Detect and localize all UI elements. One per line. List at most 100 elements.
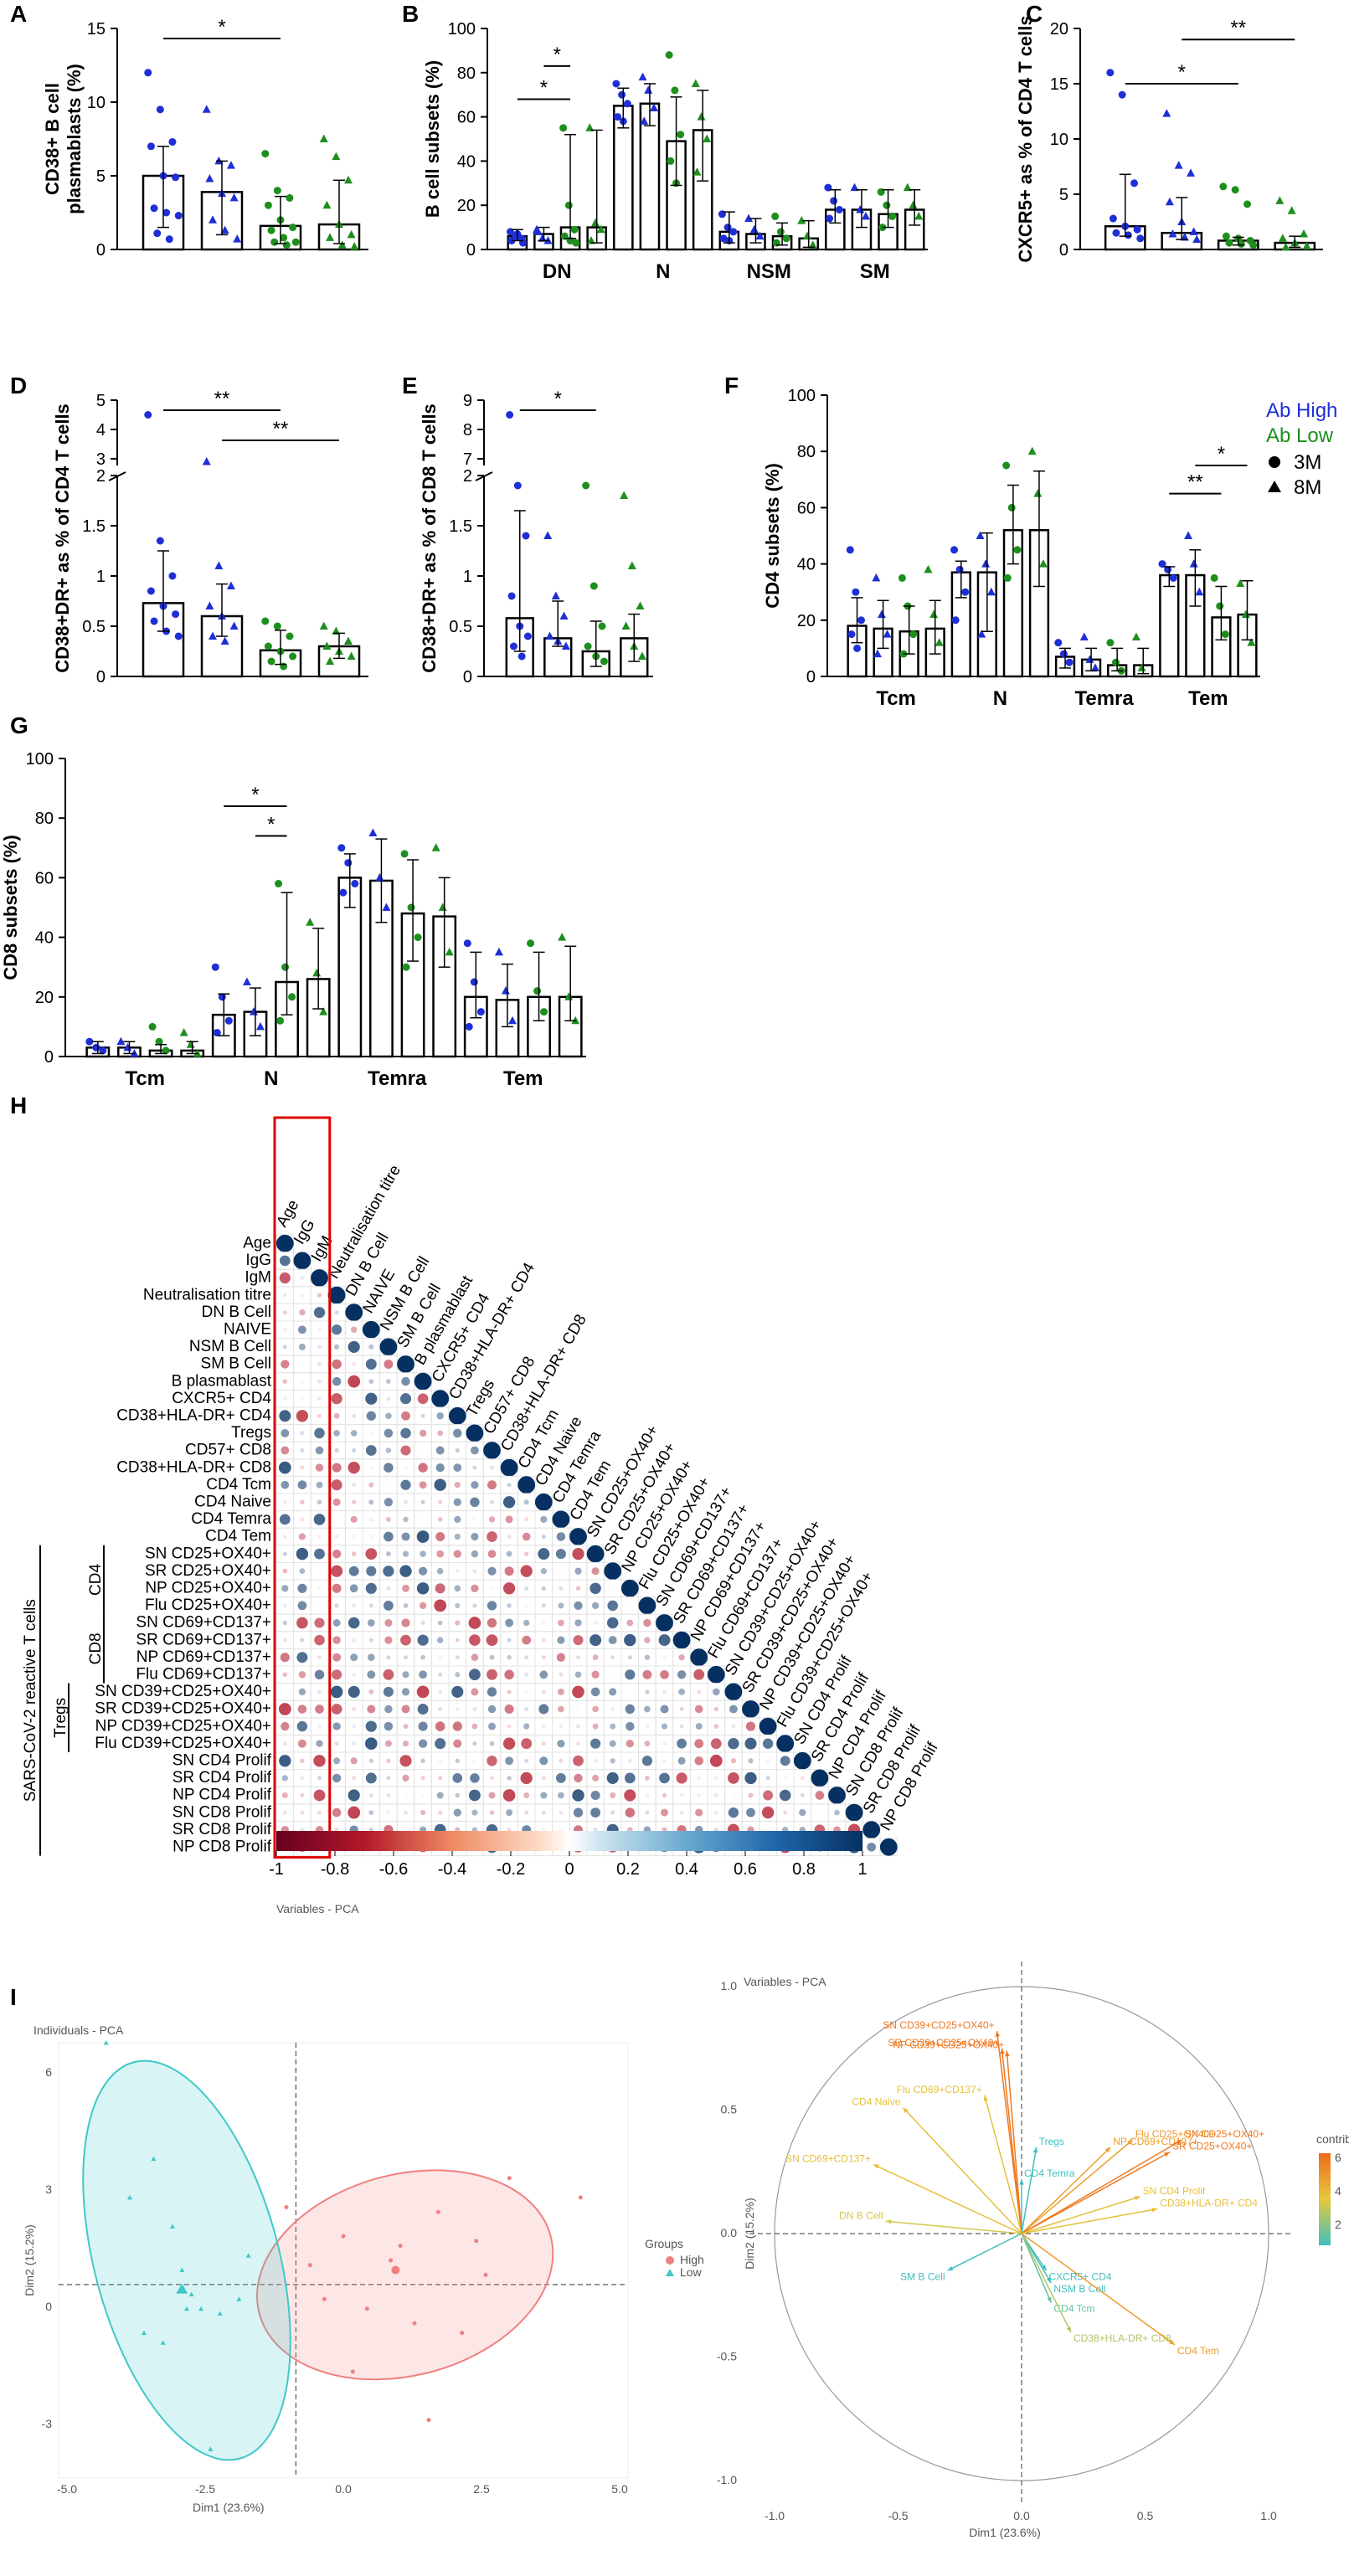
correlation-circle <box>574 1773 583 1783</box>
correlation-circle <box>385 1412 392 1420</box>
correlation-circle <box>455 1792 461 1798</box>
correlation-circle <box>573 1635 584 1646</box>
correlation-circle <box>660 1669 669 1679</box>
correlation-circle <box>694 1756 703 1766</box>
heatmap-caption: Variables - PCA <box>276 1902 359 1915</box>
correlation-circle <box>400 1427 411 1439</box>
legend-low-icon <box>666 2269 674 2276</box>
data-point <box>545 631 554 640</box>
correlation-circle <box>783 1776 788 1781</box>
correlation-circle <box>500 1458 518 1477</box>
correlation-circle <box>314 1548 325 1560</box>
correlation-circle <box>834 1809 840 1816</box>
correlation-circle <box>282 1568 288 1574</box>
data-point <box>584 642 592 650</box>
correlation-circle <box>368 1758 373 1763</box>
data-point <box>1002 461 1011 470</box>
correlation-circle <box>416 1530 430 1543</box>
correlation-circle <box>710 1738 722 1750</box>
correlation-circle <box>317 1569 322 1574</box>
correlation-circle <box>402 1774 409 1782</box>
y-tick-label: -1.0 <box>717 2473 737 2486</box>
colorbar-tick-label: 0.4 <box>675 1860 698 1879</box>
colorbar-tick-label: -0.4 <box>438 1860 466 1879</box>
data-point <box>273 622 281 630</box>
contrib-colorbar <box>1319 2153 1331 2245</box>
pca-vector-label: NP CD39+CD25+OX40+ <box>893 2039 1004 2051</box>
correlation-circle <box>541 1776 546 1781</box>
correlation-circle <box>590 1687 600 1697</box>
correlation-circle <box>332 1807 342 1818</box>
data-point <box>856 204 865 213</box>
correlation-circle <box>402 1584 409 1592</box>
pca-vector-label: Tregs <box>1039 2136 1064 2147</box>
correlation-circle <box>419 1481 427 1489</box>
row-label: NP CD69+CD137+ <box>136 1648 271 1666</box>
correlation-circle <box>332 1376 342 1386</box>
correlation-circle <box>656 1614 673 1632</box>
correlation-circle <box>879 1838 898 1856</box>
pca-vector <box>1021 2147 1111 2234</box>
correlation-circle <box>384 1360 394 1369</box>
row-label: CD4 Naive <box>194 1493 271 1510</box>
correlation-circle <box>300 1362 305 1366</box>
legend-3m: 3M <box>1294 451 1321 474</box>
correlation-circle <box>867 1842 877 1852</box>
data-point <box>147 587 155 595</box>
pca-vector <box>1021 2233 1053 2284</box>
correlation-circle <box>507 1724 512 1729</box>
data-point <box>501 986 510 995</box>
correlation-circle <box>625 1807 636 1818</box>
correlation-circle <box>677 1756 686 1765</box>
correlation-circle <box>713 1706 718 1712</box>
correlation-circle <box>662 1792 667 1798</box>
correlation-circle <box>404 1465 408 1470</box>
row-label: Neutralisation titre <box>143 1286 271 1303</box>
data-point <box>852 588 860 596</box>
correlation-circle <box>713 1688 720 1696</box>
pca-vector-head <box>983 2095 989 2101</box>
data-point <box>627 561 636 569</box>
data-point <box>883 201 891 209</box>
data-point <box>264 642 272 650</box>
correlation-circle <box>331 1565 343 1577</box>
data-point <box>1275 196 1285 204</box>
correlation-circle <box>296 1547 309 1561</box>
significance-label: ** <box>214 388 230 410</box>
correlation-circle <box>559 1810 564 1815</box>
panel-e: E 7 8 9 0 0.5 1 1.5 2 CD38+DR+ as % of CD8 T cell… <box>402 373 653 686</box>
correlation-circle <box>610 1655 615 1660</box>
data-point <box>162 208 171 217</box>
correlation-circle <box>604 1562 622 1581</box>
correlation-circle <box>368 1793 373 1797</box>
correlation-circle <box>558 1602 564 1609</box>
correlation-circle <box>435 1721 445 1731</box>
correlation-circle <box>298 1671 306 1679</box>
correlation-circle <box>438 1689 443 1694</box>
correlation-circle <box>539 1670 548 1679</box>
correlation-circle <box>522 1635 532 1645</box>
colorbar-tick-label: -0.6 <box>379 1860 408 1879</box>
correlation-circle <box>610 1672 615 1677</box>
row-label: NP CD8 Prolif <box>172 1838 272 1855</box>
legend-triangle-icon <box>1268 481 1281 492</box>
row-label: SN CD4 Prolif <box>172 1751 272 1769</box>
correlation-circle <box>728 1772 739 1784</box>
correlation-circle <box>437 1430 444 1437</box>
correlation-circle <box>625 1669 636 1680</box>
correlation-circle <box>317 1810 322 1815</box>
data-point <box>261 617 270 625</box>
correlation-circle <box>386 1379 391 1384</box>
correlation-circle <box>368 1482 374 1488</box>
correlation-circle <box>572 1547 584 1561</box>
correlation-circle <box>352 1448 357 1453</box>
correlation-circle <box>436 1637 444 1643</box>
row-label: SR CD69+CD137+ <box>136 1631 271 1648</box>
correlation-circle <box>606 1771 619 1784</box>
data-point <box>1243 200 1252 208</box>
correlation-circle <box>384 1740 392 1747</box>
correlation-circle <box>317 1499 322 1505</box>
correlation-circle <box>487 1668 497 1680</box>
correlation-circle <box>552 1510 570 1529</box>
y-tick-label: 0 <box>44 1048 54 1067</box>
